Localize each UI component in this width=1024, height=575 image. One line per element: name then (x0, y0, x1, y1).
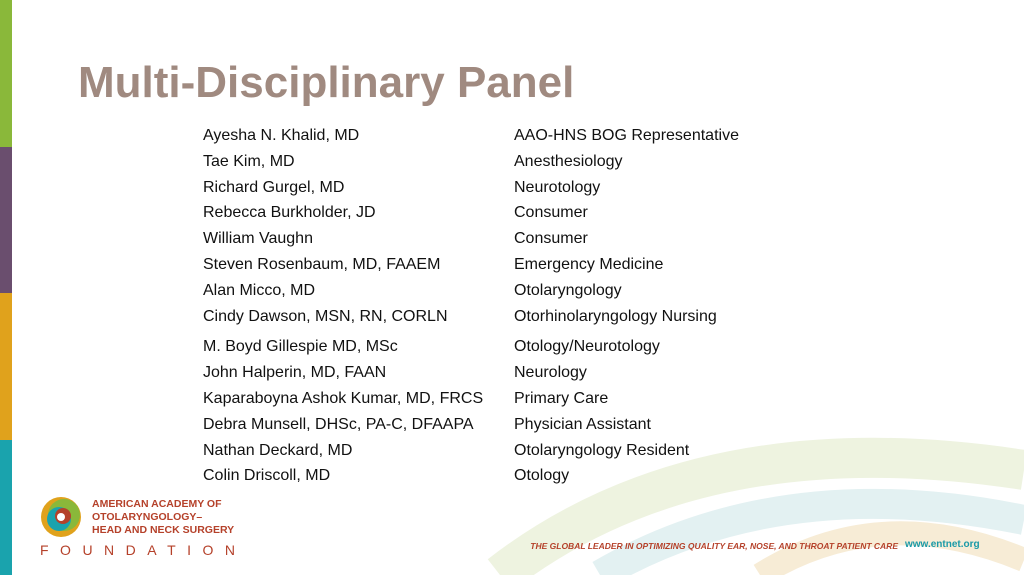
panel-role: Consumer (514, 204, 588, 222)
panel-role: Neurotology (514, 178, 601, 196)
panel-name: Debra Munsell, DHSc, PA-C, DFAAPA (203, 415, 474, 433)
panel-role: Anesthesiology (514, 152, 623, 170)
accent-bar (0, 440, 12, 575)
url: www.entnet.org (905, 539, 980, 550)
org-name: OTOLARYNGOLOGY– (92, 511, 203, 523)
org-name: HEAD AND NECK SURGERY (92, 524, 235, 536)
panel-role: Physician Assistant (514, 415, 651, 433)
panel-name: Colin Driscoll, MD (203, 467, 331, 485)
panel-role: Otorhinolaryngology Nursing (514, 307, 717, 325)
panel-name: Alan Micco, MD (203, 281, 316, 299)
panel-name: Cindy Dawson, MSN, RN, CORLN (203, 307, 448, 325)
panel-role: Primary Care (514, 390, 609, 407)
panel-name: John Halperin, MD, FAAN (203, 364, 387, 382)
tagline: THE GLOBAL LEADER IN OPTIMIZING QUALITY … (530, 541, 898, 551)
accent-bar (0, 147, 12, 293)
panel-name: Nathan Deckard, MD (203, 441, 353, 459)
panel-name: William Vaughn (203, 230, 313, 248)
panel-role: Emergency Medicine (514, 256, 664, 273)
panel-name: Ayesha N. Khalid, MD (203, 127, 360, 144)
panel-name: Steven Rosenbaum, MD, FAAEM (203, 256, 441, 273)
panel-name: Tae Kim, MD (203, 152, 295, 170)
panel-name: Kaparaboyna Ashok Kumar, MD, FRCS (203, 390, 484, 407)
panel-role: Otolaryngology Resident (514, 441, 690, 459)
accent-bar (0, 0, 12, 147)
panel-name: Richard Gurgel, MD (203, 178, 345, 196)
panel-role: AAO-HNS BOG Representative (514, 127, 739, 144)
org-name: AMERICAN ACADEMY OF (92, 498, 222, 510)
panel-role: Otology (514, 467, 570, 485)
panel-name: Rebecca Burkholder, JD (203, 204, 376, 222)
slide-title: Multi-Disciplinary Panel (78, 58, 575, 107)
foundation: FOUNDATION (40, 542, 247, 558)
accent-bar (0, 293, 12, 440)
panel-role: Otolaryngology (514, 281, 622, 299)
panel-role: Otology/Neurotology (514, 338, 660, 356)
panel-name: M. Boyd Gillespie MD, MSc (203, 338, 398, 356)
panel-role: Consumer (514, 230, 588, 248)
panel-role: Neurology (514, 364, 587, 382)
